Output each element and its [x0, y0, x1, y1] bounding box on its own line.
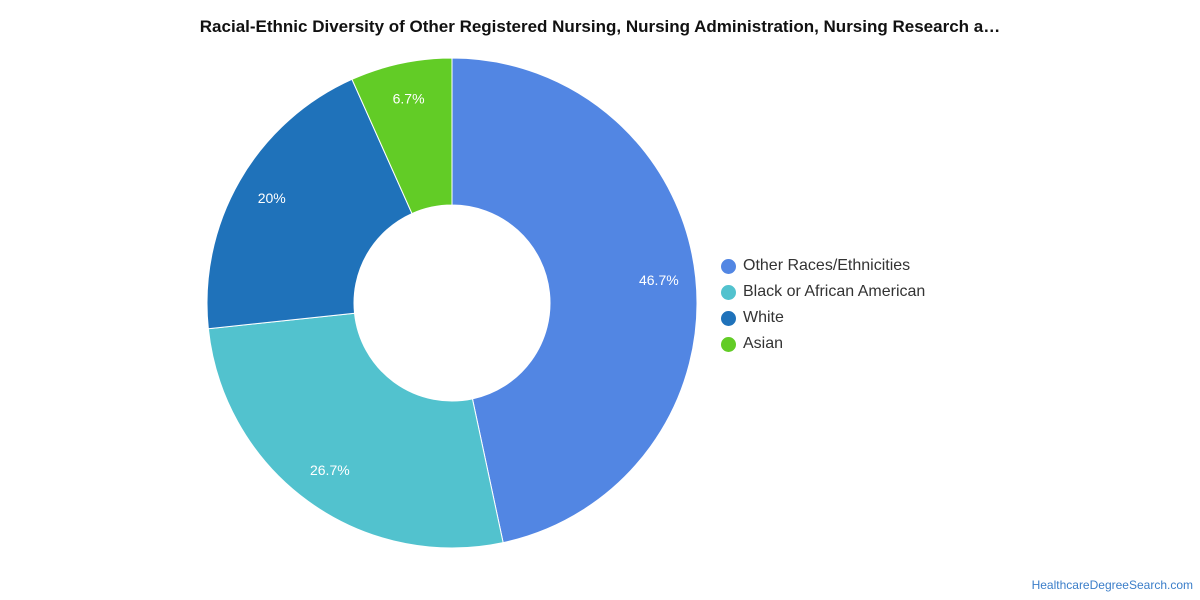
slice-label-black-or-african-american: 26.7% — [310, 462, 350, 478]
legend-swatch-asian — [721, 336, 736, 352]
source-link[interactable]: HealthcareDegreeSearch.com — [1031, 578, 1193, 592]
slice-black-or-african-american[interactable] — [207, 312, 504, 549]
legend-item-black-or-african-american[interactable]: Black or African American — [721, 279, 925, 305]
legend-swatch-other-races — [721, 258, 736, 274]
slice-label-other-races: 46.7% — [639, 272, 679, 288]
legend-swatch-black-or-african-american — [721, 284, 736, 300]
legend: Other Races/Ethnicities Black or African… — [721, 253, 925, 357]
slice-other-races[interactable] — [451, 57, 698, 544]
legend-item-white[interactable]: White — [721, 305, 925, 331]
chart-title: Racial-Ethnic Diversity of Other Registe… — [199, 17, 1001, 36]
slice-label-asian: 6.7% — [393, 90, 425, 106]
legend-label-black-or-african-american: Black or African American — [743, 283, 926, 300]
legend-item-asian[interactable]: Asian — [721, 331, 925, 357]
legend-label-asian: Asian — [743, 335, 784, 352]
legend-label-white: White — [743, 309, 784, 326]
slice-asian[interactable] — [351, 57, 453, 215]
slice-white[interactable] — [206, 78, 413, 330]
legend-swatch-white — [721, 310, 736, 326]
legend-label-other-races: Other Races/Ethnicities — [743, 257, 911, 274]
slice-label-white: 20% — [258, 190, 286, 206]
legend-item-other-races[interactable]: Other Races/Ethnicities — [721, 253, 925, 279]
